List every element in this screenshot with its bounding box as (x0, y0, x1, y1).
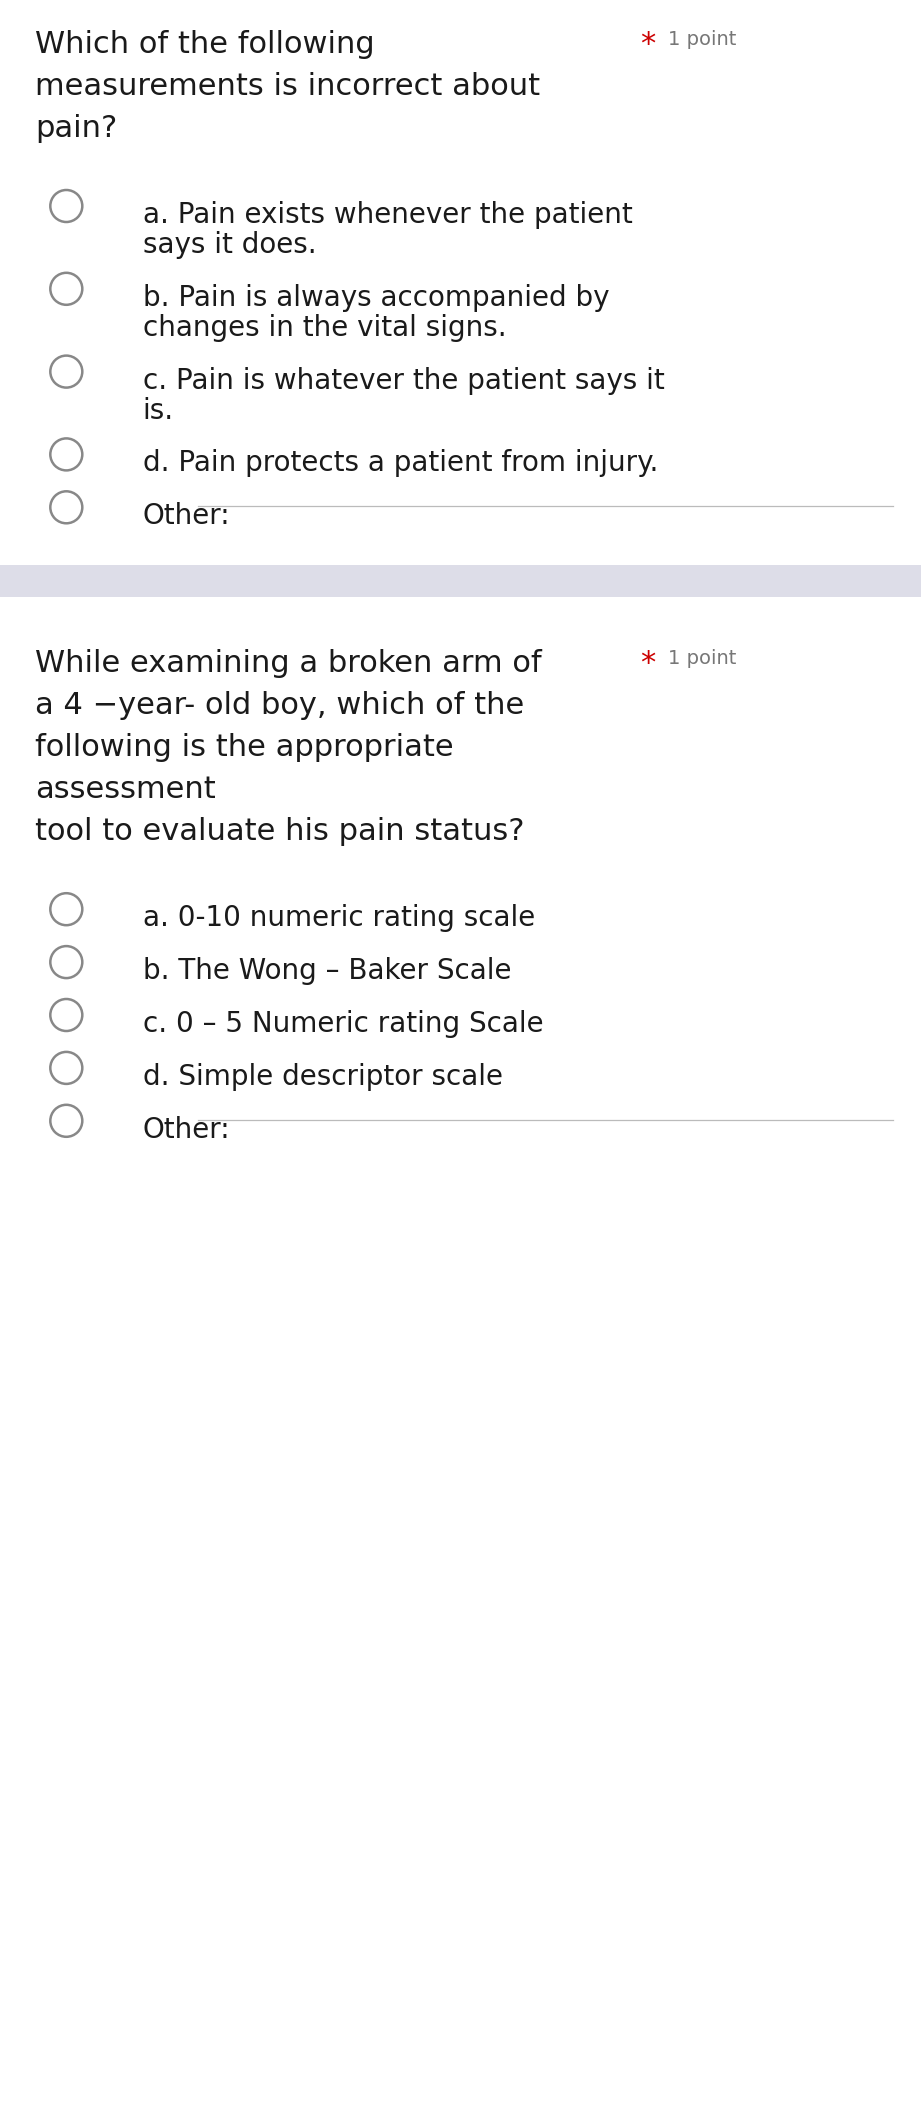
Text: Other:: Other: (143, 1116, 230, 1143)
Text: c. 0 – 5 Numeric rating Scale: c. 0 – 5 Numeric rating Scale (143, 1010, 543, 1037)
Text: Other:: Other: (143, 503, 230, 530)
Text: d. Pain protects a patient from injury.: d. Pain protects a patient from injury. (143, 450, 659, 478)
Text: *: * (640, 649, 656, 678)
Text: *: * (640, 30, 656, 59)
Text: says it does.: says it does. (143, 230, 317, 260)
Text: b. Pain is always accompanied by: b. Pain is always accompanied by (143, 283, 610, 313)
Text: changes in the vital signs.: changes in the vital signs. (143, 313, 507, 342)
Text: is.: is. (143, 397, 174, 425)
Text: tool to evaluate his pain status?: tool to evaluate his pain status? (35, 818, 524, 845)
Text: following is the appropriate: following is the appropriate (35, 733, 454, 763)
Text: pain?: pain? (35, 114, 117, 144)
Text: d. Simple descriptor scale: d. Simple descriptor scale (143, 1063, 503, 1090)
Text: a 4 −year- old boy, which of the: a 4 −year- old boy, which of the (35, 691, 524, 721)
Text: a. 0-10 numeric rating scale: a. 0-10 numeric rating scale (143, 904, 535, 932)
Text: a. Pain exists whenever the patient: a. Pain exists whenever the patient (143, 201, 633, 228)
Text: Which of the following: Which of the following (35, 30, 375, 59)
Text: 1 point: 1 point (668, 649, 737, 668)
Text: c. Pain is whatever the patient says it: c. Pain is whatever the patient says it (143, 366, 665, 395)
Text: assessment: assessment (35, 775, 216, 805)
Text: b. The Wong – Baker Scale: b. The Wong – Baker Scale (143, 957, 511, 985)
Text: 1 point: 1 point (668, 30, 737, 49)
Text: While examining a broken arm of: While examining a broken arm of (35, 649, 542, 678)
Bar (0, 564, 921, 598)
Text: measurements is incorrect about: measurements is incorrect about (35, 72, 540, 101)
